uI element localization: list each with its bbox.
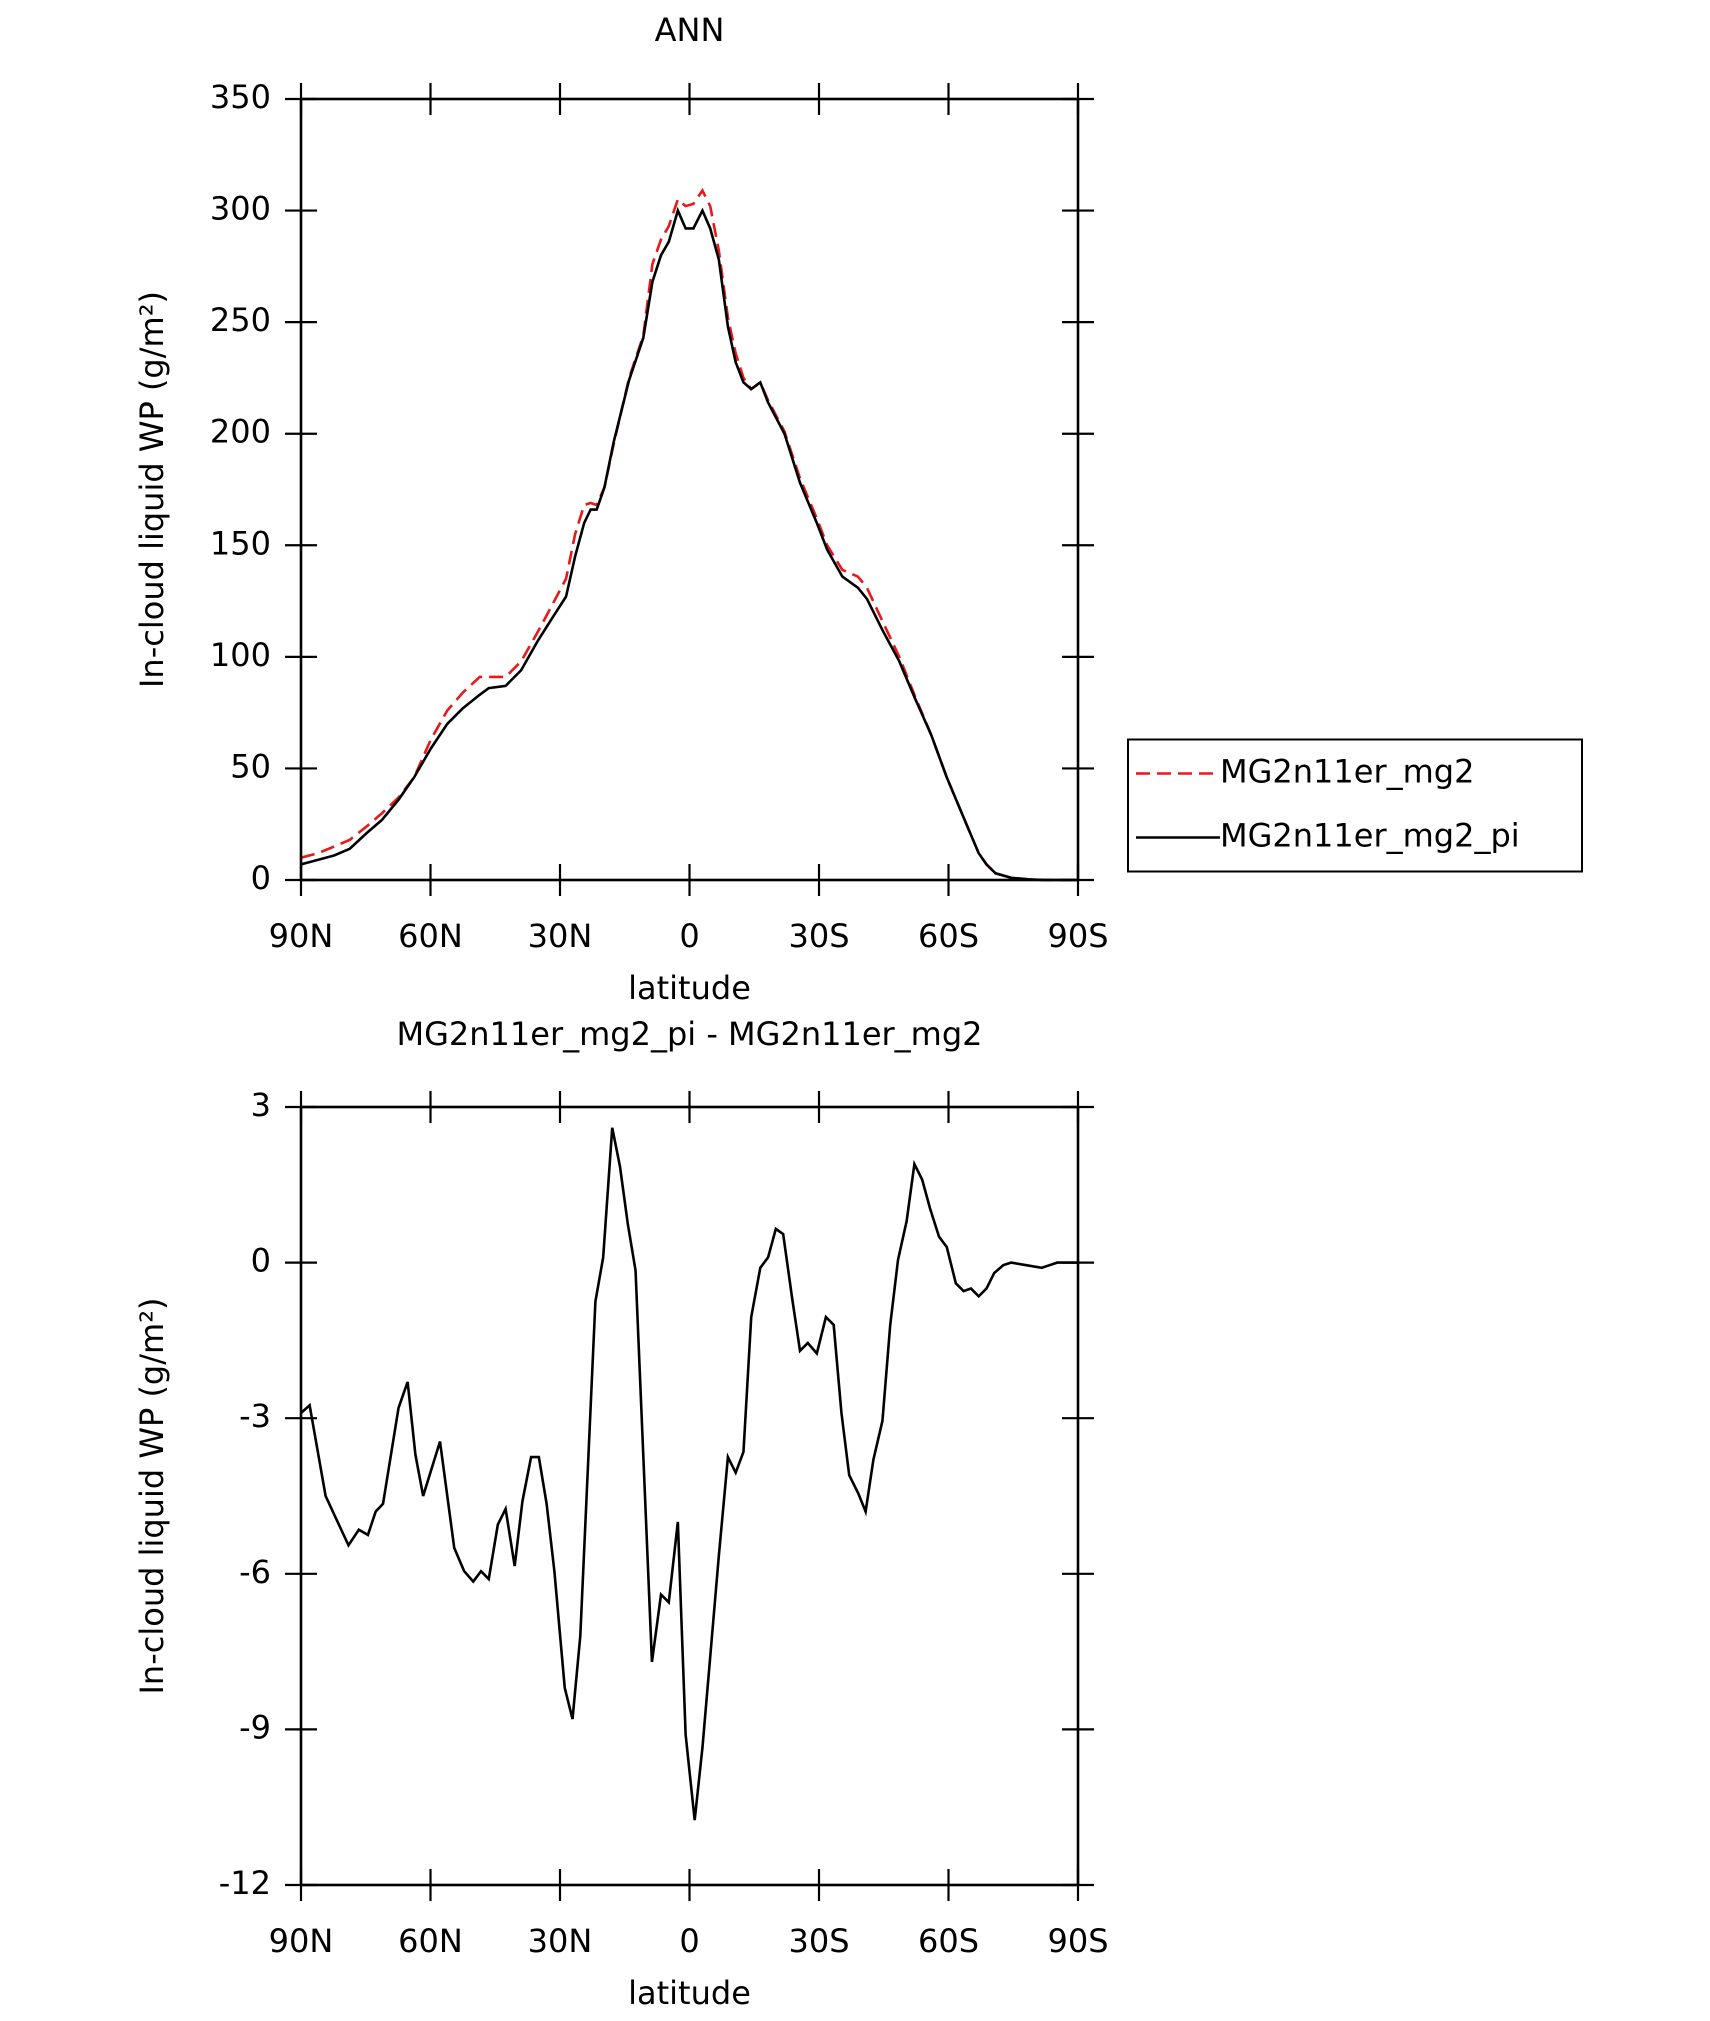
y-tick-label: -3 [239, 1397, 271, 1435]
y-tick-label: 3 [251, 1086, 271, 1124]
x-tick-label: 30N [528, 917, 593, 955]
x-tick-label: 60N [398, 917, 463, 955]
chart-title: MG2n11er_mg2_pi - MG2n11er_mg2 [397, 1015, 983, 1053]
y-tick-label: 0 [251, 859, 271, 897]
data-line [300, 1127, 1078, 1821]
data-line [300, 187, 1078, 882]
chart-title: ANN [655, 11, 725, 49]
y-tick-label: -12 [219, 1864, 271, 1902]
x-tick-label: 30N [528, 1922, 593, 1960]
x-tick-label: 90N [269, 1922, 334, 1960]
x-tick-label: 90S [1047, 1922, 1108, 1960]
y-tick-label: 250 [210, 301, 271, 339]
x-tick-label: 60N [398, 1922, 463, 1960]
x-tick-label: 30S [788, 1922, 849, 1960]
x-tick-label: 60S [918, 1922, 979, 1960]
data-line [300, 206, 1078, 882]
y-tick-label: 50 [230, 747, 271, 785]
y-tick-label: 150 [210, 524, 271, 562]
legend-label: MG2n11er_mg2_pi [1220, 817, 1520, 855]
plot-frame [299, 97, 1080, 882]
x-tick-label: 60S [918, 917, 979, 955]
y-tick-label: 200 [210, 413, 271, 451]
legend-label: MG2n11er_mg2 [1220, 753, 1474, 791]
y-tick-label: -9 [239, 1708, 271, 1746]
x-tick-label: 30S [788, 917, 849, 955]
y-axis-label: In-cloud liquid WP (g/m²) [133, 1297, 171, 1694]
x-tick-label: 0 [679, 1922, 699, 1960]
y-tick-label: 350 [210, 78, 271, 116]
y-tick-label: 300 [210, 190, 271, 228]
y-tick-label: 0 [251, 1242, 271, 1280]
x-tick-label: 90N [269, 917, 334, 955]
x-axis-label: latitude [628, 969, 751, 1007]
legend-box [1127, 738, 1583, 873]
x-axis-label: latitude [628, 1974, 751, 2012]
y-tick-label: 100 [210, 636, 271, 674]
x-tick-label: 90S [1047, 917, 1108, 955]
x-tick-label: 0 [679, 917, 699, 955]
y-axis-label: In-cloud liquid WP (g/m²) [133, 291, 171, 688]
y-tick-label: -6 [239, 1553, 271, 1591]
